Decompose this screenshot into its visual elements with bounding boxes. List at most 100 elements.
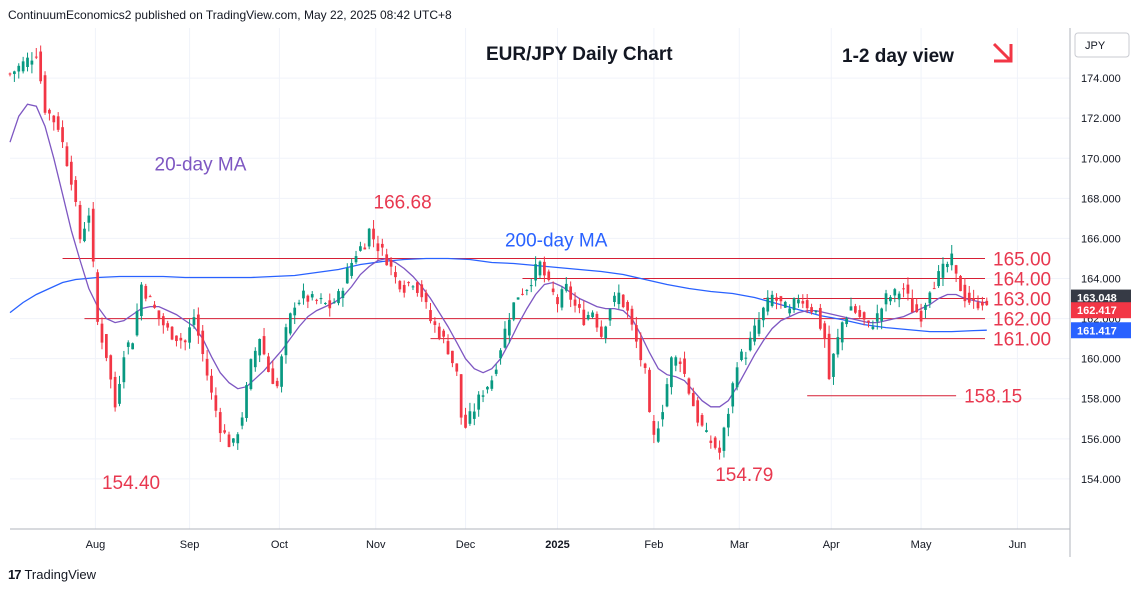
candle-body[interactable] <box>8 73 12 75</box>
candle-body[interactable] <box>818 307 822 329</box>
candle-body[interactable] <box>363 247 367 250</box>
candle-body[interactable] <box>468 411 472 424</box>
candle-body[interactable] <box>131 343 135 350</box>
candle-body[interactable] <box>788 308 792 314</box>
candle-body[interactable] <box>446 341 450 355</box>
candle-body[interactable] <box>486 386 489 390</box>
candle-body[interactable] <box>551 288 555 293</box>
candle-body[interactable] <box>744 357 748 359</box>
candle-body[interactable] <box>402 284 406 293</box>
candle-body[interactable] <box>696 400 700 423</box>
candle-body[interactable] <box>332 302 336 304</box>
candle-body[interactable] <box>429 310 432 322</box>
candle-body[interactable] <box>586 315 590 320</box>
candle-body[interactable] <box>126 342 130 347</box>
candle-body[interactable] <box>985 300 989 306</box>
candlestick-series[interactable] <box>8 45 989 460</box>
candle-body[interactable] <box>122 357 126 383</box>
candle-body[interactable] <box>512 302 516 320</box>
candle-body[interactable] <box>810 307 813 313</box>
candle-body[interactable] <box>836 337 840 355</box>
candle-body[interactable] <box>849 306 853 311</box>
candle-body[interactable] <box>34 56 38 58</box>
candle-body[interactable] <box>937 271 940 287</box>
candle-body[interactable] <box>691 393 695 407</box>
candle-body[interactable] <box>683 358 686 374</box>
candle-body[interactable] <box>48 109 51 114</box>
candle-body[interactable] <box>578 304 581 308</box>
time-axis[interactable]: Aug Sep Oct Nov Dec 2025 Feb Mar Apr May Jun <box>86 539 1027 551</box>
candle-body[interactable] <box>924 304 927 310</box>
candle-body[interactable] <box>157 310 161 319</box>
candle-body[interactable] <box>236 434 240 444</box>
candle-body[interactable] <box>889 297 892 302</box>
candle-body[interactable] <box>223 430 226 433</box>
candle-body[interactable] <box>442 330 445 337</box>
candle-body[interactable] <box>801 301 805 304</box>
candle-body[interactable] <box>245 385 248 418</box>
candle-body[interactable] <box>626 301 629 311</box>
candle-body[interactable] <box>13 71 16 75</box>
candle-body[interactable] <box>775 297 778 301</box>
candle-body[interactable] <box>543 261 546 276</box>
candle-body[interactable] <box>240 417 244 426</box>
candle-body[interactable] <box>959 275 962 292</box>
candle-body[interactable] <box>639 338 643 361</box>
candle-body[interactable] <box>472 411 476 419</box>
candle-body[interactable] <box>43 75 47 113</box>
candle-body[interactable] <box>459 374 463 418</box>
candle-body[interactable] <box>735 367 739 388</box>
candle-body[interactable] <box>915 304 919 313</box>
candle-body[interactable] <box>74 180 78 202</box>
candle-body[interactable] <box>713 437 717 448</box>
candle-body[interactable] <box>893 289 897 296</box>
candle-body[interactable] <box>547 271 551 280</box>
candle-body[interactable] <box>210 375 213 393</box>
candle-body[interactable] <box>569 286 573 300</box>
candle-body[interactable] <box>166 323 170 328</box>
candle-body[interactable] <box>981 301 984 306</box>
candle-body[interactable] <box>884 293 888 305</box>
candle-body[interactable] <box>840 322 844 343</box>
candle-body[interactable] <box>175 335 178 342</box>
candle-body[interactable] <box>354 256 358 263</box>
candle-body[interactable] <box>424 292 428 303</box>
candle-body[interactable] <box>302 290 305 299</box>
candle-body[interactable] <box>78 204 82 240</box>
candle-body[interactable] <box>687 378 691 394</box>
candle-body[interactable] <box>867 320 870 322</box>
candle-body[interactable] <box>635 325 638 342</box>
candle-body[interactable] <box>726 413 730 428</box>
candle-body[interactable] <box>65 146 69 167</box>
candle-body[interactable] <box>670 357 673 388</box>
candle-body[interactable] <box>464 414 467 428</box>
candle-body[interactable] <box>963 284 967 302</box>
candle-body[interactable] <box>854 306 857 313</box>
candle-body[interactable] <box>604 326 608 339</box>
candle-body[interactable] <box>525 289 529 291</box>
candle-body[interactable] <box>415 282 419 293</box>
candle-body[interactable] <box>389 259 393 267</box>
candle-body[interactable] <box>359 246 362 251</box>
candle-body[interactable] <box>608 308 612 321</box>
candle-body[interactable] <box>87 215 91 223</box>
candle-body[interactable] <box>678 361 682 364</box>
candle-body[interactable] <box>218 412 222 434</box>
candle-body[interactable] <box>192 317 196 325</box>
candle-body[interactable] <box>433 321 437 325</box>
candle-body[interactable] <box>267 356 270 373</box>
candle-body[interactable] <box>148 296 152 298</box>
candle-body[interactable] <box>100 323 104 343</box>
candle-body[interactable] <box>205 358 209 376</box>
candle-body[interactable] <box>599 326 603 337</box>
candle-body[interactable] <box>858 310 862 317</box>
candle-body[interactable] <box>91 208 95 262</box>
candle-body[interactable] <box>630 308 634 325</box>
candle-body[interactable] <box>341 290 345 299</box>
candle-body[interactable] <box>69 161 73 185</box>
candle-body[interactable] <box>976 302 980 309</box>
candle-body[interactable] <box>17 65 21 72</box>
candle-body[interactable] <box>928 292 932 304</box>
candle-body[interactable] <box>161 316 165 326</box>
candle-body[interactable] <box>420 284 424 298</box>
